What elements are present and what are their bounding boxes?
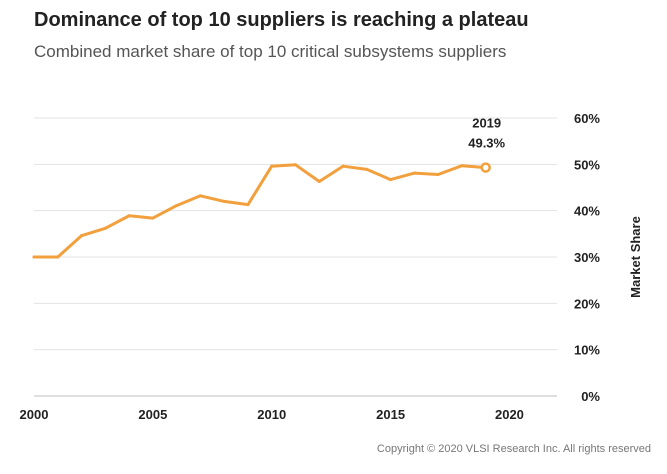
data-point-2015 <box>389 178 393 182</box>
series-layer <box>32 163 488 259</box>
data-point-2010 <box>270 164 274 168</box>
data-point-2004 <box>127 214 131 218</box>
data-point-2013 <box>341 164 345 168</box>
y-axis-ticks: 0% 10% 20% 30% 40% 50% 60% <box>574 111 600 404</box>
gridlines <box>34 117 557 397</box>
data-point-2008 <box>222 199 226 203</box>
x-tick-label: 2015 <box>376 407 405 422</box>
data-point-2009 <box>246 203 250 207</box>
y-tick-label: 50% <box>574 157 600 172</box>
y-axis-label: Market Share <box>628 216 643 298</box>
chart-title: Dominance of top 10 suppliers is reachin… <box>34 9 529 31</box>
data-point-2006 <box>175 204 179 208</box>
data-point-2000 <box>32 255 36 259</box>
y-tick-label: 0% <box>581 389 600 404</box>
x-axis-ticks: 2000 2005 2010 2015 2020 <box>20 407 524 422</box>
copyright-text: Copyright © 2020 VLSI Research Inc. All … <box>376 443 651 455</box>
data-point-2018 <box>460 164 464 168</box>
y-tick-label: 20% <box>574 296 600 311</box>
highlight-marker <box>480 162 491 173</box>
data-point-2014 <box>365 167 369 171</box>
y-tick-label: 40% <box>574 204 600 219</box>
data-point-2017 <box>436 173 440 177</box>
series-line <box>32 163 488 259</box>
x-tick-label: 2020 <box>495 407 524 422</box>
data-point-2011 <box>294 163 297 167</box>
annotation-value: 49.3% <box>468 136 505 151</box>
y-tick-label: 30% <box>574 250 600 265</box>
annotation-year: 2019 <box>472 116 501 131</box>
y-tick-label: 10% <box>574 343 600 358</box>
y-tick-label: 60% <box>574 111 600 126</box>
x-tick-label: 2000 <box>20 407 49 422</box>
annotation-layer: 2019 49.3% <box>468 116 506 173</box>
x-tick-label: 2005 <box>138 407 167 422</box>
data-point-2005 <box>151 216 155 220</box>
data-point-2002 <box>80 234 84 238</box>
data-point-2003 <box>103 226 107 230</box>
data-point-2012 <box>317 179 321 183</box>
data-point-2001 <box>56 255 60 259</box>
data-point-2016 <box>412 171 416 175</box>
x-tick-label: 2010 <box>257 407 286 422</box>
chart-subtitle: Combined market share of top 10 critical… <box>34 42 507 61</box>
data-point-2007 <box>198 194 202 198</box>
